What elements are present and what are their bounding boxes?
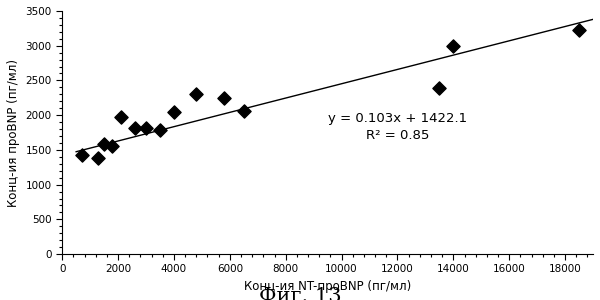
Point xyxy=(130,125,140,130)
Point xyxy=(169,109,179,114)
Point xyxy=(434,86,444,91)
Point xyxy=(116,115,125,120)
Text: y = 0.103x + 1422.1: y = 0.103x + 1422.1 xyxy=(328,112,467,125)
Point xyxy=(449,43,458,48)
X-axis label: Конц-ия NT-проBNP (пг/мл): Конц-ия NT-проBNP (пг/мл) xyxy=(244,280,411,293)
Text: Фиг. 13: Фиг. 13 xyxy=(259,287,341,300)
Point xyxy=(107,143,117,148)
Point xyxy=(141,126,151,131)
Point xyxy=(94,156,103,161)
Y-axis label: Конц-ия проBNP (пг/мл): Конц-ия проBNP (пг/мл) xyxy=(7,58,20,206)
Point xyxy=(77,153,86,158)
Point xyxy=(574,28,584,33)
Point xyxy=(99,142,109,147)
Point xyxy=(191,92,201,97)
Point xyxy=(155,127,165,132)
Point xyxy=(220,95,229,100)
Point xyxy=(239,109,248,113)
Text: R² = 0.85: R² = 0.85 xyxy=(366,130,429,142)
